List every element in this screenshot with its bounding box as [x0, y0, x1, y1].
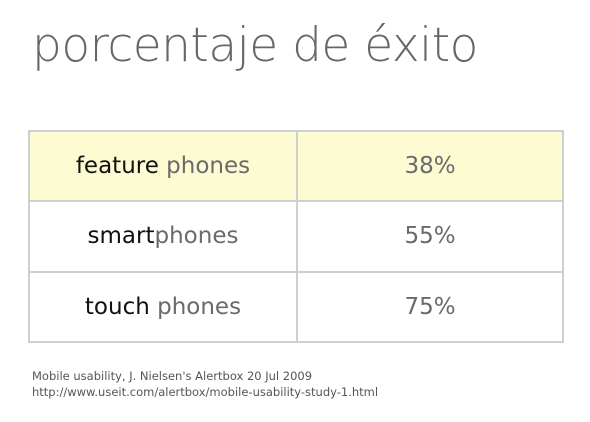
row-label: touch phones [28, 270, 298, 344]
row-label: feature phones [28, 129, 298, 203]
row-label-strong: touch [84, 293, 150, 320]
row-label-strong: feature [75, 153, 159, 180]
row-label-rest: phones [154, 223, 239, 250]
row-value: 55% [296, 200, 564, 273]
row-label-rest: phones [158, 153, 251, 180]
source-footer: Mobile usability, J. Nielsen's Alertbox … [32, 368, 378, 400]
source-url: http://www.useit.com/alertbox/mobile-usa… [32, 385, 379, 399]
table-row-feature-phones: feature phones 38% [28, 129, 564, 203]
table-row-smartphones: smartphones 55% [28, 200, 564, 273]
source-citation: Mobile usability, J. Nielsen's Alertbox … [32, 369, 313, 383]
row-label-strong: smart [87, 223, 155, 250]
success-rate-table: feature phones 38% smartphones 55% touch… [28, 129, 564, 344]
page-title: porcentaje de éxito [32, 18, 478, 73]
row-value: 75% [296, 270, 564, 344]
row-value: 38% [296, 129, 564, 203]
table-row-touch-phones: touch phones 75% [28, 270, 564, 344]
row-label: smartphones [28, 200, 298, 273]
row-label-rest: phones [149, 293, 242, 320]
